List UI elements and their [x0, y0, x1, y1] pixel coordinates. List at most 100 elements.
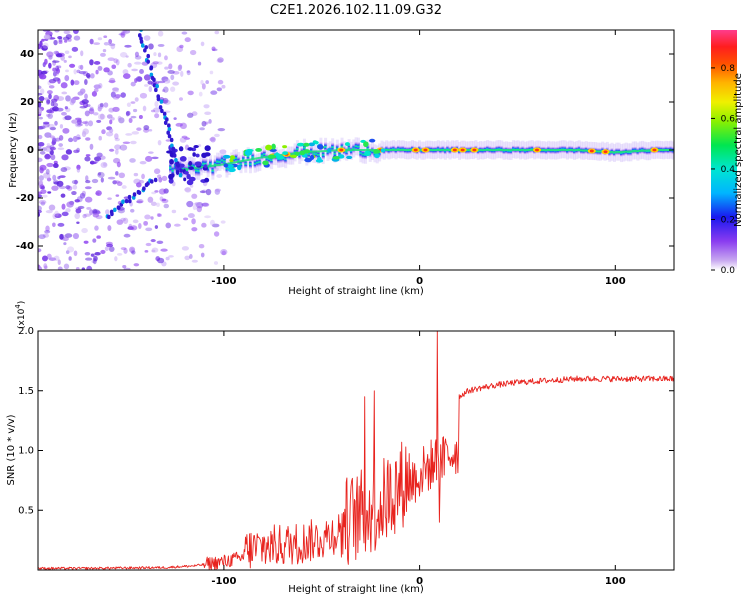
snr-ylabel: SNR (10 * v/v): [6, 414, 17, 485]
noise-point: [38, 212, 41, 218]
noise-point: [151, 156, 159, 160]
noise-point: [198, 91, 203, 97]
noise-point: [101, 129, 106, 135]
ridge-segment: [190, 159, 194, 172]
ridge-segment: [361, 149, 365, 160]
branch-point: [169, 137, 174, 143]
noise-point: [171, 209, 177, 214]
cluster-point: [179, 156, 187, 162]
ridge-blob: [227, 167, 236, 173]
cluster-point: [204, 145, 211, 152]
y-tick-label: 2.0: [18, 326, 34, 337]
noise-point: [216, 174, 223, 178]
noise-point: [39, 40, 43, 48]
y-tick-label: 0.5: [18, 505, 34, 516]
noise-point: [113, 180, 121, 184]
noise-point: [97, 172, 102, 176]
ridge-blob: [380, 148, 386, 153]
noise-point: [115, 171, 119, 176]
noise-point: [157, 44, 165, 47]
noise-point: [107, 197, 112, 200]
cluster-point: [168, 178, 174, 184]
ridge-blob: [294, 151, 299, 157]
noise-point: [200, 41, 205, 47]
noise-point: [48, 93, 52, 100]
noise-point: [54, 120, 58, 126]
noise-point: [64, 115, 72, 121]
ridge-segment: [260, 150, 264, 161]
noise-point: [80, 50, 84, 57]
x-tick-label: -100: [211, 276, 236, 287]
noise-point: [84, 156, 91, 162]
noise-point: [56, 65, 62, 69]
branch-point: [137, 190, 142, 195]
ridge-segment: [340, 141, 344, 152]
noise-point: [51, 185, 59, 191]
noise-point: [41, 194, 48, 198]
noise-point: [125, 110, 131, 116]
noise-point: [83, 213, 91, 217]
noise-point: [57, 222, 65, 227]
noise-point: [186, 112, 194, 118]
noise-point: [220, 248, 228, 256]
noise-point: [216, 58, 223, 64]
noise-point: [130, 101, 136, 104]
noise-point: [97, 65, 103, 71]
ridge-segment: [206, 161, 210, 174]
noise-point: [205, 80, 209, 84]
noise-point: [39, 150, 46, 155]
noise-point: [64, 233, 73, 238]
branch-point: [167, 127, 172, 132]
noise-point: [122, 264, 127, 269]
noise-point: [73, 35, 81, 41]
branch-point: [155, 83, 159, 89]
ridge-segment: [333, 148, 337, 159]
noise-point: [221, 84, 226, 89]
ridge-segment: [366, 143, 370, 154]
ridge-blob: [271, 143, 276, 150]
cluster-point: [193, 145, 199, 149]
noise-point: [74, 121, 82, 128]
noise-point: [148, 128, 153, 132]
noise-point: [122, 73, 131, 79]
noise-point: [77, 205, 85, 210]
noise-point: [40, 201, 46, 206]
ridge-segment: [194, 164, 198, 177]
noise-point: [192, 204, 197, 211]
branch-point: [156, 96, 161, 102]
noise-point: [165, 139, 172, 142]
noise-point: [40, 88, 45, 95]
ridge-segment: [253, 158, 257, 169]
branch-point: [124, 198, 129, 204]
noise-point: [43, 263, 48, 269]
noise-point: [64, 50, 70, 55]
noise-point: [59, 233, 64, 240]
noise-point: [122, 69, 129, 75]
noise-point: [130, 140, 137, 145]
noise-point: [103, 102, 109, 108]
noise-point: [84, 93, 88, 100]
noise-point: [119, 144, 128, 151]
scatter-branch: [105, 30, 183, 220]
noise-point: [60, 193, 66, 198]
branch-point: [172, 149, 176, 154]
noise-point: [76, 164, 81, 170]
noise-point: [84, 186, 92, 190]
noise-point: [95, 69, 99, 75]
noise-point: [197, 61, 202, 66]
noise-point: [151, 191, 157, 195]
noise-point: [114, 94, 121, 99]
ridge-segment: [354, 141, 358, 152]
noise-point: [58, 134, 64, 141]
noise-point: [210, 136, 216, 143]
noise-point: [68, 55, 72, 59]
y-tick-label: -40: [16, 241, 34, 252]
ridge-segment: [619, 149, 623, 158]
noise-point: [38, 143, 42, 150]
noise-point: [184, 37, 191, 43]
noise-point: [105, 209, 110, 215]
cluster-point: [166, 150, 173, 154]
noise-point: [147, 196, 154, 203]
noise-point: [61, 111, 67, 116]
noise-point: [119, 52, 128, 58]
